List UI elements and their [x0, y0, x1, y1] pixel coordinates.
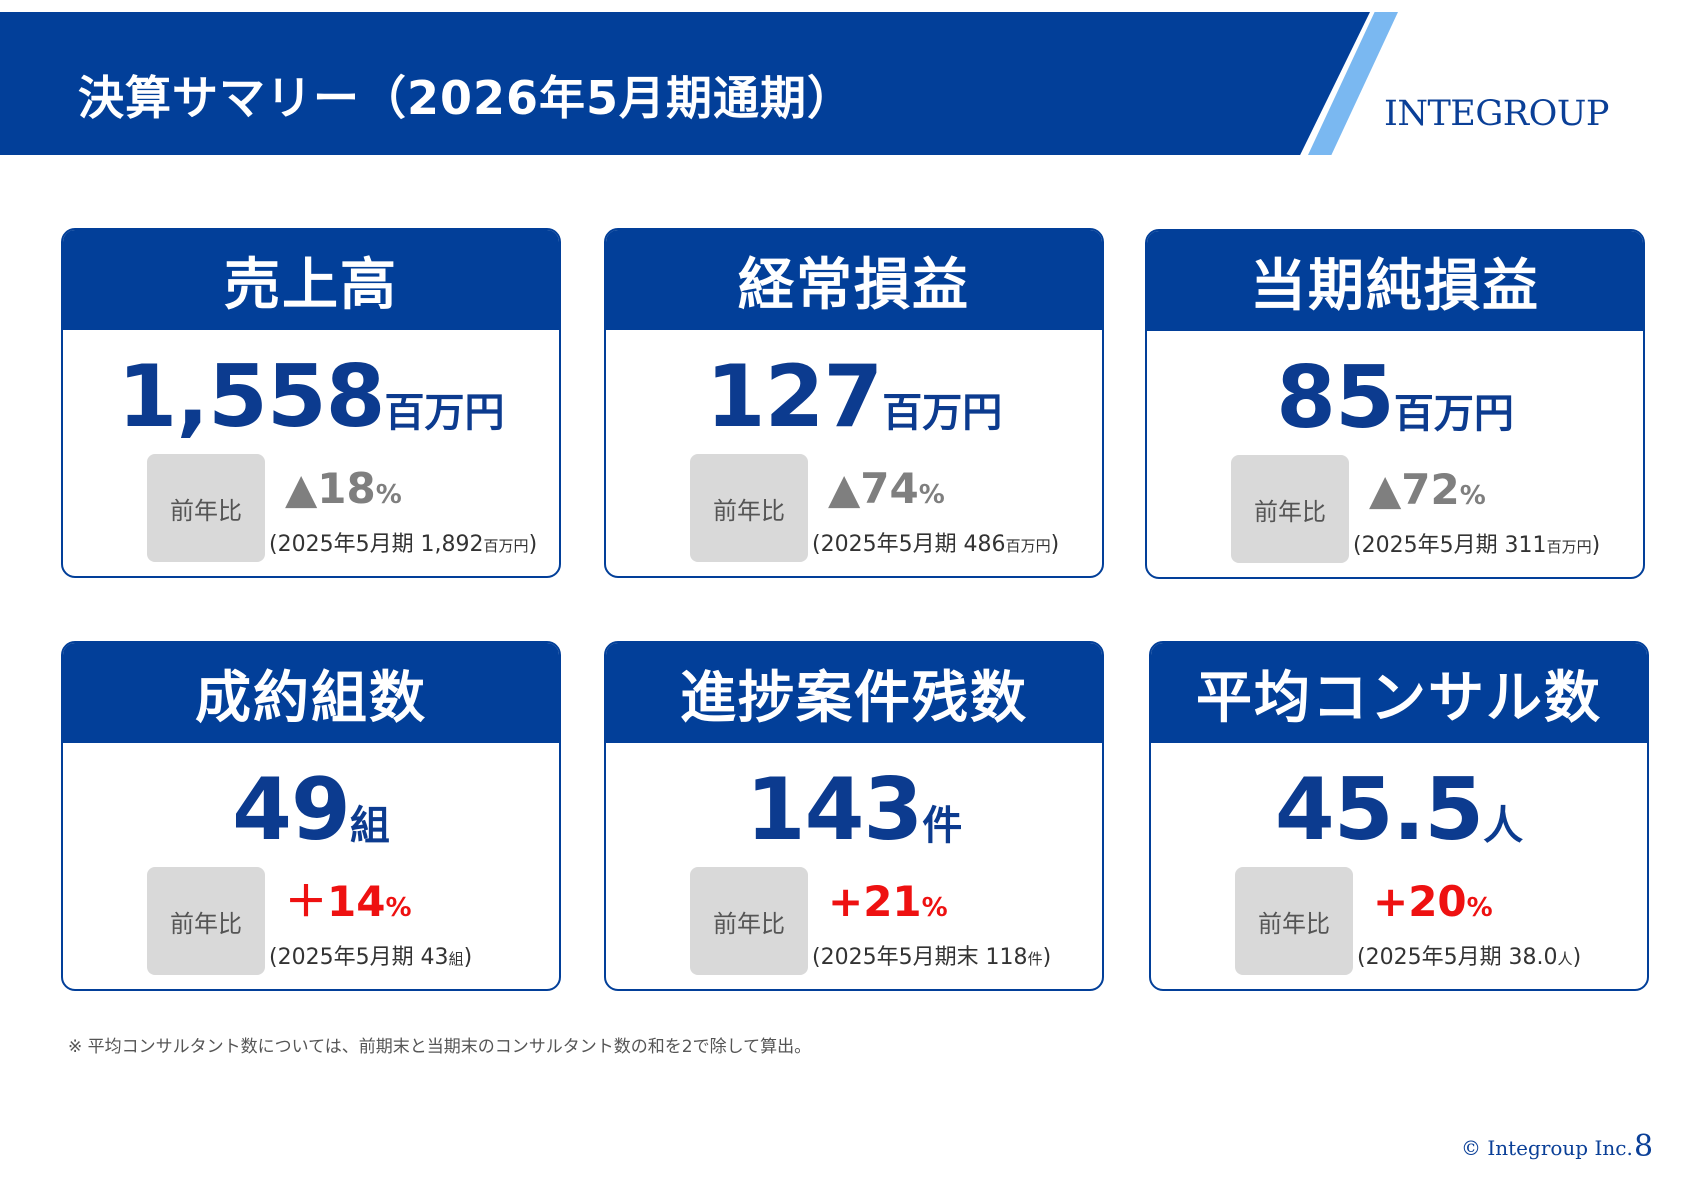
previous-period-unit: 組: [448, 950, 464, 968]
previous-period-close: ): [463, 945, 473, 970]
value-number: 85: [1276, 348, 1395, 448]
yoy-change: ▲74%: [828, 468, 945, 510]
company-logo: INTEGROUP: [1384, 94, 1609, 134]
page-number: 8: [1634, 1129, 1654, 1164]
header-band: [0, 12, 1370, 155]
yoy-label: 前年比: [690, 454, 808, 562]
card-value: 1,558百万円: [63, 354, 559, 440]
yoy-label: 前年比: [690, 867, 808, 975]
card-title: 売上高: [63, 230, 559, 330]
kpi-card-ordinary-profit: 経常損益 127百万円 前年比 ▲74% (2025年5月期 486百万円): [604, 228, 1104, 578]
yoy-change: ＋14%: [285, 881, 412, 923]
yoy-change: +21%: [828, 881, 948, 923]
value-unit: 件: [922, 803, 963, 849]
previous-period-value: (2025年5月期 486: [812, 532, 1006, 557]
previous-period-unit: 件: [1027, 950, 1043, 968]
card-value: 45.5人: [1151, 767, 1647, 853]
yoy-change-value: ＋14: [285, 877, 386, 926]
yoy-change-value: ▲74: [828, 464, 919, 513]
previous-period-unit: 百万円: [1546, 538, 1592, 556]
yoy-change-unit: %: [375, 480, 402, 510]
yoy-label: 前年比: [147, 867, 265, 975]
card-value: 127百万円: [606, 354, 1102, 440]
card-title: 経常損益: [606, 230, 1102, 330]
yoy-label: 前年比: [1235, 867, 1353, 975]
footnote: ※ 平均コンサルタント数については、前期末と当期末のコンサルタント数の和を2で除…: [68, 1037, 812, 1057]
previous-period-value: (2025年5月期 43: [269, 945, 449, 970]
copyright: © Integroup Inc.: [1461, 1136, 1633, 1160]
card-title: 成約組数: [63, 643, 559, 743]
value-unit: 人: [1483, 803, 1524, 849]
yoy-change-unit: %: [1466, 893, 1493, 923]
previous-period: (2025年5月期末 118件): [812, 939, 1051, 971]
yoy-label: 前年比: [147, 454, 265, 562]
previous-period-value: (2025年5月期 1,892: [269, 532, 484, 557]
previous-period-close: ): [528, 532, 538, 557]
previous-period-close: ): [1591, 533, 1601, 558]
previous-period-unit: 百万円: [483, 537, 529, 555]
yoy-change-value: ▲72: [1369, 465, 1460, 514]
kpi-card-deals-closed: 成約組数 49組 前年比 ＋14% (2025年5月期 43組): [61, 641, 561, 991]
value-number: 49: [232, 760, 351, 860]
previous-period: (2025年5月期 38.0人): [1357, 939, 1581, 971]
value-number: 45.5: [1274, 760, 1484, 860]
value-unit: 百万円: [1393, 391, 1514, 437]
value-number: 127: [705, 347, 884, 447]
card-title: 当期純損益: [1147, 231, 1643, 331]
page-title: 決算サマリー（2026年5月期通期）: [78, 71, 855, 125]
yoy-change-unit: %: [918, 480, 945, 510]
yoy-change-unit: %: [385, 893, 412, 923]
yoy-change: ▲72%: [1369, 469, 1486, 511]
previous-period: (2025年5月期 311百万円): [1353, 527, 1600, 559]
yoy-label: 前年比: [1231, 455, 1349, 563]
previous-period-close: ): [1050, 532, 1060, 557]
kpi-card-avg-consultants: 平均コンサル数 45.5人 前年比 +20% (2025年5月期 38.0人): [1149, 641, 1649, 991]
value-unit: 百万円: [384, 390, 505, 436]
yoy-change-unit: %: [921, 893, 948, 923]
previous-period-value: (2025年5月期末 118: [812, 945, 1028, 970]
kpi-card-net-income: 当期純損益 85百万円 前年比 ▲72% (2025年5月期 311百万円): [1145, 229, 1645, 579]
previous-period-close: ): [1572, 945, 1582, 970]
kpi-card-sales: 売上高 1,558百万円 前年比 ▲18% (2025年5月期 1,892百万円…: [61, 228, 561, 578]
value-unit: 組: [349, 803, 390, 849]
yoy-change: +20%: [1373, 881, 1493, 923]
value-number: 1,558: [117, 347, 385, 447]
previous-period: (2025年5月期 1,892百万円): [269, 526, 537, 558]
yoy-change-value: ▲18: [285, 464, 376, 513]
card-value: 143件: [606, 767, 1102, 853]
card-value: 85百万円: [1147, 355, 1643, 441]
previous-period: (2025年5月期 486百万円): [812, 526, 1059, 558]
value-unit: 百万円: [882, 390, 1003, 436]
kpi-card-pipeline-remaining: 進捗案件残数 143件 前年比 +21% (2025年5月期末 118件): [604, 641, 1104, 991]
previous-period-close: ): [1042, 945, 1052, 970]
yoy-change-value: +21: [828, 877, 922, 926]
card-value: 49組: [63, 767, 559, 853]
previous-period-value: (2025年5月期 311: [1353, 533, 1547, 558]
yoy-change: ▲18%: [285, 468, 402, 510]
card-title: 進捗案件残数: [606, 643, 1102, 743]
card-title: 平均コンサル数: [1151, 643, 1647, 743]
previous-period-unit: 人: [1557, 950, 1573, 968]
value-number: 143: [745, 760, 924, 860]
previous-period-value: (2025年5月期 38.0: [1357, 945, 1558, 970]
yoy-change-unit: %: [1459, 481, 1486, 511]
yoy-change-value: +20: [1373, 877, 1467, 926]
previous-period: (2025年5月期 43組): [269, 939, 472, 971]
previous-period-unit: 百万円: [1005, 537, 1051, 555]
